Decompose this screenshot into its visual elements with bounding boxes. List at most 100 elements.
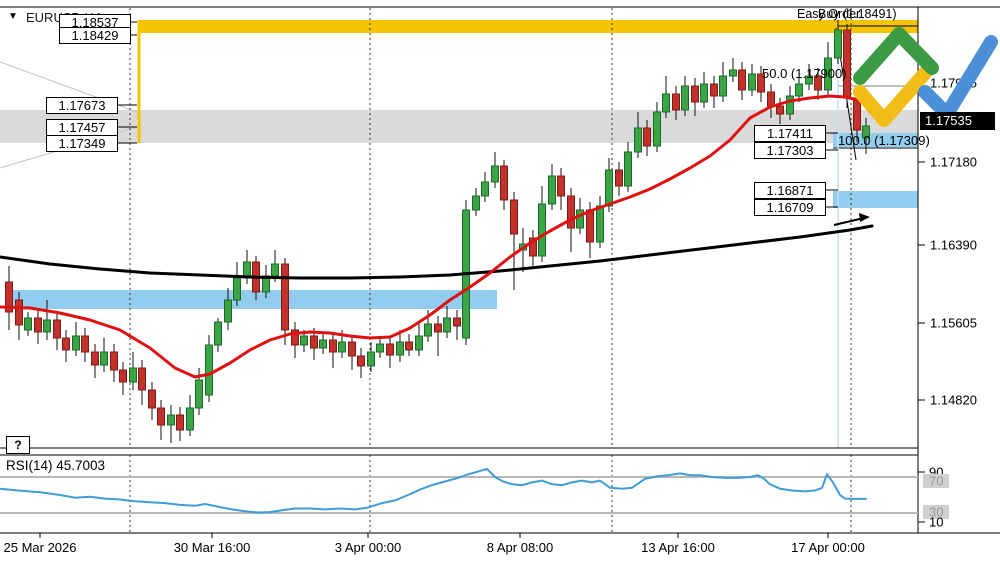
candle bbox=[834, 29, 842, 59]
candle bbox=[557, 175, 565, 197]
candle bbox=[624, 151, 632, 187]
support-zone-blue-right bbox=[833, 191, 918, 208]
candle bbox=[148, 389, 156, 409]
ma-fast-red bbox=[0, 94, 870, 379]
candle bbox=[491, 165, 499, 183]
candle bbox=[110, 351, 118, 371]
candle bbox=[24, 317, 32, 331]
candle bbox=[757, 73, 765, 93]
candle bbox=[62, 337, 70, 351]
candle bbox=[348, 341, 356, 357]
price-level-label: 1.16871 bbox=[754, 181, 826, 199]
candle bbox=[538, 203, 546, 257]
candle bbox=[129, 367, 137, 383]
candle bbox=[157, 407, 165, 426]
candle bbox=[662, 93, 670, 113]
candle bbox=[510, 199, 518, 235]
candle bbox=[691, 85, 699, 103]
candle bbox=[224, 299, 232, 323]
candle bbox=[567, 195, 575, 229]
time-axis-label: 30 Mar 16:00 bbox=[173, 540, 251, 555]
candle bbox=[681, 85, 689, 111]
candle bbox=[138, 367, 146, 391]
broker-logo bbox=[853, 65, 933, 127]
fib100-highlight-blue bbox=[833, 133, 918, 147]
price-level-label: 1.18429 bbox=[59, 26, 131, 44]
candle bbox=[415, 335, 423, 351]
candle bbox=[357, 355, 365, 367]
price-tick-label: 1.17180 bbox=[930, 155, 977, 170]
candle bbox=[271, 263, 279, 277]
candle bbox=[167, 414, 175, 426]
candle bbox=[634, 127, 642, 153]
time-axis-label: 13 Apr 16:00 bbox=[641, 540, 715, 555]
candle bbox=[233, 277, 241, 301]
candle bbox=[434, 323, 442, 333]
candle bbox=[310, 335, 318, 349]
candle bbox=[176, 414, 184, 431]
time-axis-label: 8 Apr 08:00 bbox=[486, 540, 554, 555]
candle bbox=[795, 83, 803, 97]
rsi-line bbox=[0, 467, 867, 514]
symbol-dropdown-icon[interactable]: ▼ bbox=[8, 11, 18, 22]
candle bbox=[615, 169, 623, 187]
candle bbox=[843, 29, 851, 99]
trend-arrow bbox=[833, 217, 865, 226]
candle bbox=[719, 75, 727, 97]
candle bbox=[710, 83, 718, 97]
candle bbox=[605, 169, 613, 207]
candle bbox=[653, 111, 661, 147]
candle bbox=[424, 323, 432, 337]
candle bbox=[529, 237, 537, 257]
rsi-scale-label: 10 bbox=[929, 515, 943, 530]
broker-logo bbox=[853, 27, 939, 85]
candle bbox=[472, 195, 480, 211]
fib-level-50-label: 50.0 (1.17900) bbox=[762, 66, 847, 81]
current-price-badge: 1.17535 bbox=[920, 112, 995, 130]
price-level-label: 1.17457 bbox=[46, 118, 118, 136]
demand-zone-blue-left bbox=[10, 290, 497, 309]
candle bbox=[405, 341, 413, 351]
candle bbox=[672, 93, 680, 111]
candle bbox=[186, 407, 194, 431]
price-level-label: 1.17349 bbox=[46, 134, 118, 152]
candle bbox=[748, 73, 756, 91]
fib-level-100-label: 100.0 (1.17309) bbox=[838, 133, 930, 148]
candle bbox=[300, 335, 308, 346]
candle bbox=[281, 263, 289, 331]
candle bbox=[596, 205, 604, 243]
candle bbox=[853, 97, 861, 131]
candle bbox=[824, 57, 832, 91]
candle bbox=[5, 281, 13, 313]
candle bbox=[338, 341, 346, 353]
candle bbox=[329, 339, 337, 353]
rsi-scale-label: 70 bbox=[929, 474, 943, 489]
help-button[interactable]: ? bbox=[6, 436, 30, 454]
candle bbox=[376, 343, 384, 353]
candle bbox=[700, 83, 708, 103]
buy-order-label: Buy (1.18491) bbox=[818, 7, 897, 21]
candle bbox=[319, 339, 327, 349]
candle bbox=[443, 317, 451, 333]
candle bbox=[586, 209, 594, 243]
candle bbox=[195, 379, 203, 409]
price-level-label: 1.17303 bbox=[754, 141, 826, 159]
rsi-indicator-label: RSI(14) 45.7003 bbox=[6, 458, 106, 473]
candle bbox=[776, 105, 784, 115]
candle bbox=[548, 175, 556, 205]
candle bbox=[91, 351, 99, 366]
candle bbox=[481, 181, 489, 197]
candle bbox=[214, 321, 222, 346]
candle bbox=[500, 165, 508, 201]
candle bbox=[15, 299, 23, 326]
price-tick-label: 1.16390 bbox=[930, 238, 977, 253]
candle bbox=[386, 343, 394, 356]
price-level-label: 1.16709 bbox=[754, 198, 826, 216]
easy-order-label: Easy Order bbox=[797, 7, 861, 21]
candle bbox=[205, 344, 213, 396]
time-axis-label: 17 Apr 00:00 bbox=[791, 540, 865, 555]
price-tick-label: 1.15605 bbox=[930, 316, 977, 331]
candle bbox=[34, 317, 42, 333]
